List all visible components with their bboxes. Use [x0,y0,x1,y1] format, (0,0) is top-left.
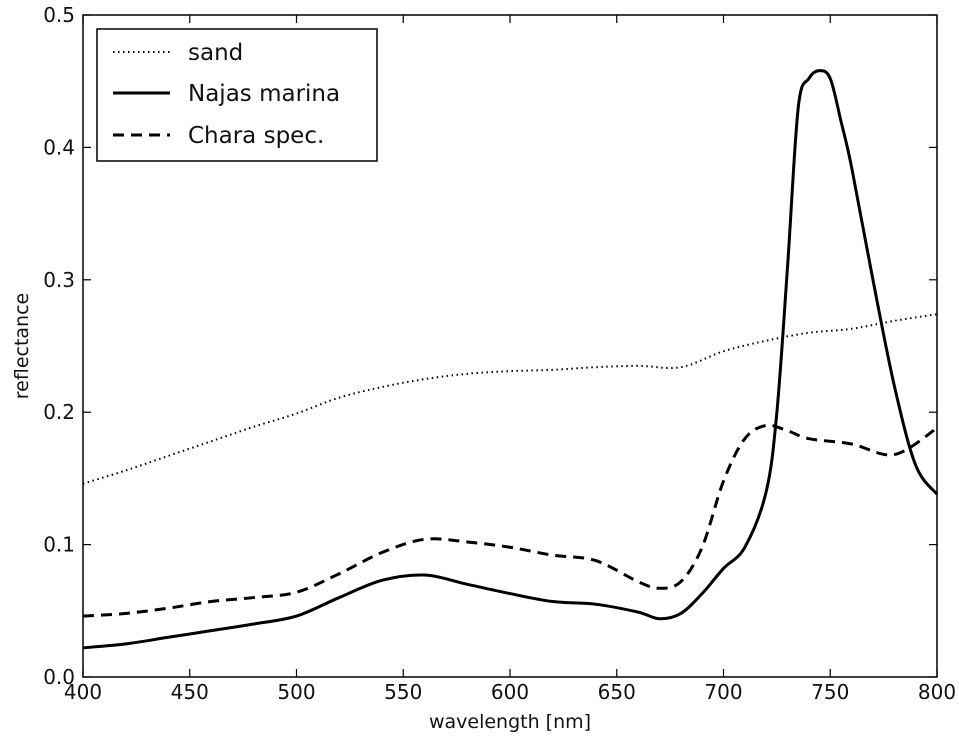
legend-label-najas-marina: Najas marina [188,81,340,107]
legend-label-sand: sand [188,40,243,66]
x-tick-label: 650 [598,680,636,704]
y-tick-label: 0.0 [43,665,75,689]
y-tick-label: 0.3 [43,268,75,292]
x-tick-label: 800 [918,680,956,704]
y-axis-label: reflectance [11,293,33,399]
x-tick-label: 400 [64,680,102,704]
plot-frame [82,14,938,678]
x-tick-label: 700 [704,680,742,704]
ticks-layer: 400 450 500 550 600 650 700 750 800 0.0 0.1 0.2 0.3 0… [43,3,956,704]
x-tick-label: 550 [384,680,422,704]
series-line-najas-marina [82,69,939,650]
series-layer [82,69,939,650]
x-axis-label: wavelength [nm] [429,711,591,733]
series-line-sand [82,313,938,485]
y-tick-label: 0.5 [43,3,75,27]
x-tick-label: 500 [277,680,315,704]
x-tick-label: 450 [171,680,209,704]
legend-label-chara-spec: Chara spec. [188,123,324,149]
series-line-chara-spec [82,423,938,618]
y-tick-label: 0.2 [43,400,75,424]
x-tick-label: 600 [491,680,529,704]
y-tick-label: 0.1 [43,533,75,557]
x-tick-label: 750 [811,680,849,704]
legend: sand Najas marina Chara spec. [96,28,378,162]
y-tick-label: 0.4 [43,135,75,159]
